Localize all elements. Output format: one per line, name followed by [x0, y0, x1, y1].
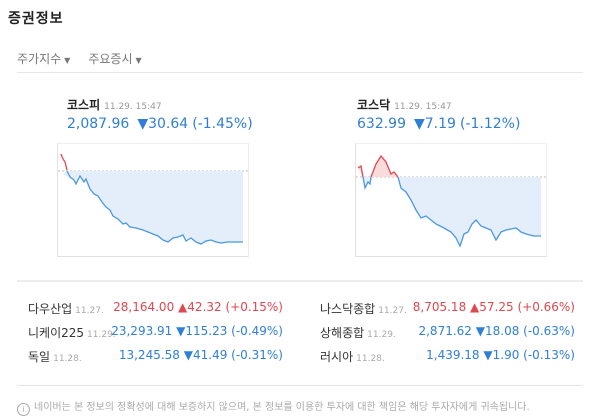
market-row[interactable]: 러시아 11.28. 1,439.18 ▼1.90 (-0.13%)	[320, 348, 575, 364]
kospi-summary[interactable]: 코스피 11.29. 15:47 2,087.96 ▼30.64 (-1.45%)	[67, 94, 261, 132]
tab-bar: 주가지수 ▼ 주요증시 ▼	[17, 50, 142, 67]
kospi-line-chart	[58, 153, 248, 245]
divider	[17, 72, 583, 73]
info-icon: i	[17, 403, 30, 416]
widget-title: 증권정보	[8, 11, 64, 27]
market-row[interactable]: 다우산업 11.27. 28,164.00 ▲42.32 (+0.15%)	[28, 300, 283, 316]
disclaimer: i 네이버는 본 정보의 정확성에 대해 보증하지 않으며, 본 정보를 이용한 …	[17, 398, 530, 416]
divider	[17, 280, 583, 282]
index-change: ▼30.64	[137, 116, 189, 132]
kospi-chart[interactable]	[57, 143, 249, 257]
index-time: 11.29. 15:47	[104, 102, 162, 112]
kosdaq-chart[interactable]	[355, 143, 547, 257]
market-row[interactable]: 나스닥종합 11.27. 8,705.18 ▲57.25 (+0.66%)	[320, 300, 575, 316]
caret-down-icon: ▼	[64, 56, 71, 65]
divider	[17, 385, 583, 386]
index-change: ▼7.19	[414, 116, 456, 132]
index-value: 632.99	[357, 116, 406, 132]
tab-major-markets[interactable]: 주요증시 ▼	[88, 52, 142, 66]
kosdaq-summary[interactable]: 코스닥 11.29. 15:47 632.99 ▼7.19 (-1.12%)	[357, 94, 528, 132]
index-pct: (-1.45%)	[192, 116, 253, 132]
market-row[interactable]: 상해종합 11.29. 2,871.62 ▼18.08 (-0.63%)	[320, 324, 575, 340]
caret-down-icon: ▼	[135, 56, 142, 65]
index-value: 2,087.96	[67, 116, 130, 132]
markets-left-list: 다우산업 11.27. 28,164.00 ▲42.32 (+0.15%) 니케이…	[28, 300, 283, 372]
market-row[interactable]: 독일 11.28. 13,245.58 ▼41.49 (-0.31%)	[28, 348, 283, 364]
kosdaq-line-chart	[356, 154, 546, 248]
index-name: 코스피	[67, 98, 101, 112]
index-pct: (-1.12%)	[459, 116, 521, 132]
index-name: 코스닥	[357, 98, 391, 112]
tab-stock-index[interactable]: 주가지수 ▼	[17, 52, 71, 66]
index-time: 11.29. 15:47	[394, 102, 452, 112]
markets-right-list: 나스닥종합 11.27. 8,705.18 ▲57.25 (+0.66%) 상해종…	[320, 300, 575, 372]
market-row[interactable]: 니케이225 11.29. 23,293.91 ▼115.23 (-0.49%)	[28, 324, 283, 340]
